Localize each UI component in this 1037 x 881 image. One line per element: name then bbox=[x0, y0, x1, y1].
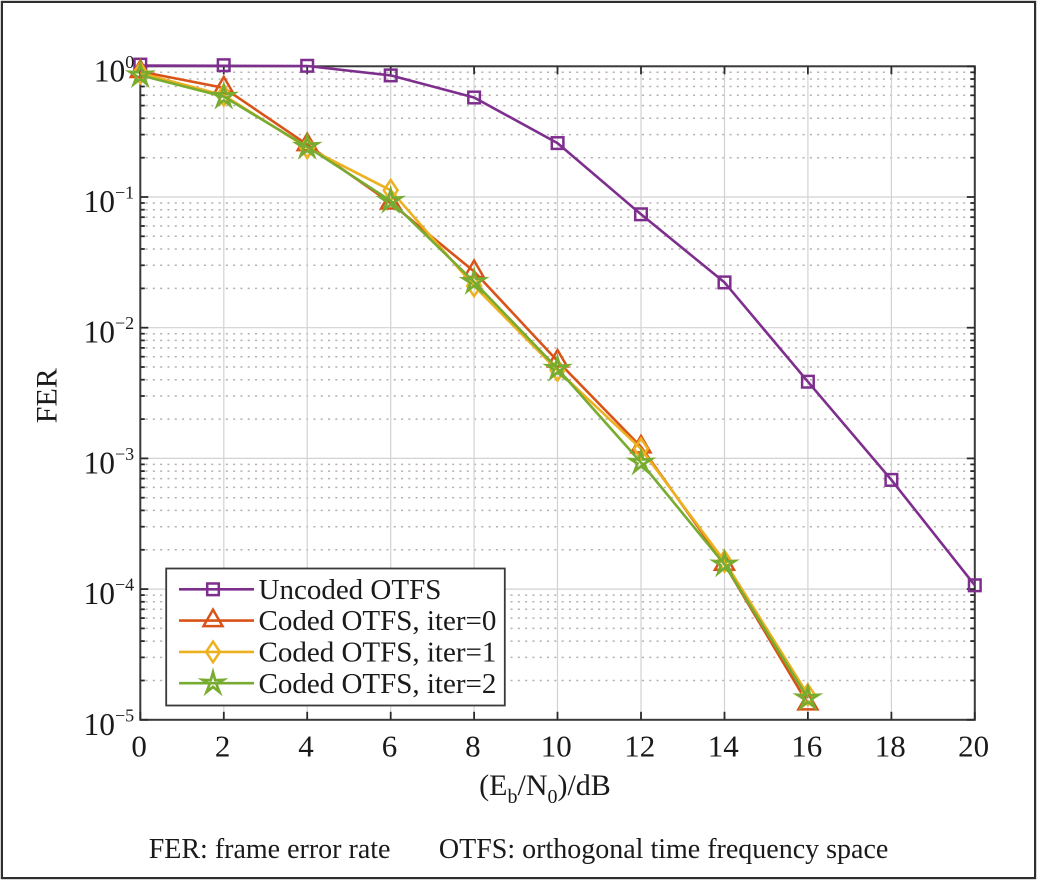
svg-text:10−1: 10−1 bbox=[84, 183, 135, 220]
svg-text:18: 18 bbox=[875, 729, 906, 764]
svg-text:(Eb/N0)/dB: (Eb/N0)/dB bbox=[479, 769, 611, 808]
svg-text:2: 2 bbox=[215, 729, 231, 764]
svg-text:14: 14 bbox=[708, 729, 740, 764]
svg-text:FER: FER bbox=[31, 368, 64, 423]
svg-text:Uncoded OTFS: Uncoded OTFS bbox=[259, 574, 442, 606]
svg-text:FER: frame error rate: FER: frame error rate bbox=[149, 834, 391, 865]
svg-text:12: 12 bbox=[624, 729, 655, 764]
svg-text:Coded OTFS, iter=1: Coded OTFS, iter=1 bbox=[259, 637, 497, 669]
svg-text:8: 8 bbox=[465, 729, 481, 764]
svg-text:Coded OTFS, iter=2: Coded OTFS, iter=2 bbox=[259, 668, 497, 700]
svg-text:20: 20 bbox=[958, 729, 989, 764]
svg-text:16: 16 bbox=[791, 729, 822, 764]
svg-text:0: 0 bbox=[131, 729, 147, 764]
svg-text:OTFS: orthogonal time frequenc: OTFS: orthogonal time frequency space bbox=[439, 834, 888, 865]
svg-text:10: 10 bbox=[541, 729, 572, 764]
svg-text:10−5: 10−5 bbox=[84, 705, 135, 742]
svg-text:10−3: 10−3 bbox=[84, 444, 135, 481]
svg-text:Coded OTFS, iter=0: Coded OTFS, iter=0 bbox=[259, 605, 497, 637]
svg-text:10−2: 10−2 bbox=[84, 313, 135, 350]
svg-text:10−4: 10−4 bbox=[84, 575, 135, 612]
svg-text:6: 6 bbox=[382, 729, 398, 764]
svg-text:100: 100 bbox=[94, 52, 135, 89]
svg-text:4: 4 bbox=[298, 729, 314, 764]
